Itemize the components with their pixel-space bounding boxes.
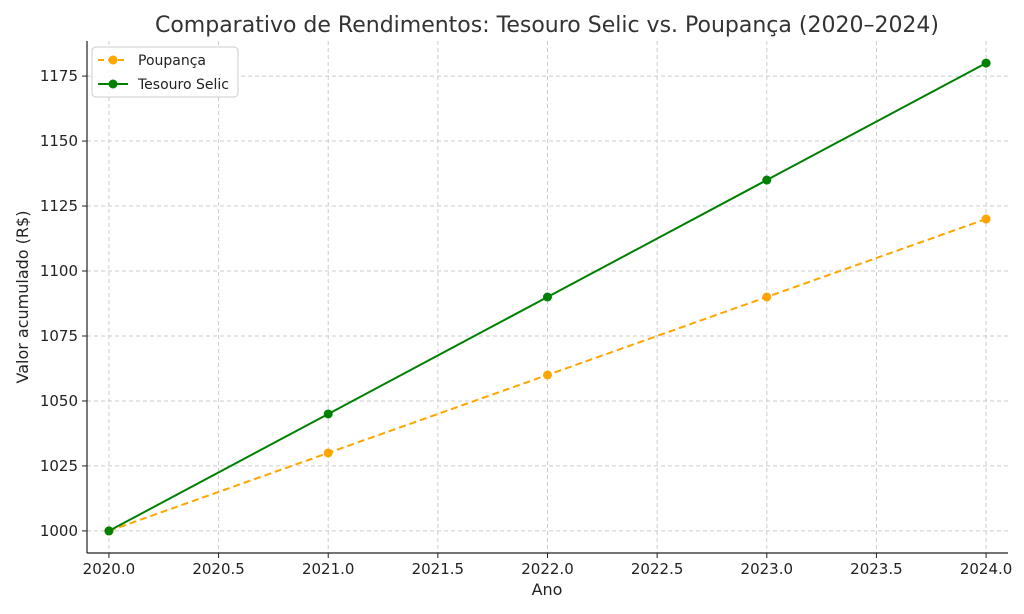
series-tesouro-selic [104, 58, 991, 536]
x-axis-ticks: 2020.0 2020.5 2021.0 2021.5 2022.0 2022.5 2023… [83, 553, 1013, 578]
y-tick-label: 1000 [40, 522, 78, 540]
y-tick-label: 1125 [40, 197, 78, 215]
data-point-tesouro-selic [104, 526, 114, 536]
x-tick-label: 2021.5 [412, 560, 465, 578]
legend-box [91, 46, 239, 98]
data-point-poupan-a [543, 370, 552, 380]
data-point-tesouro-selic [323, 409, 333, 419]
y-axis-ticks: 1000 1025 1050 1075 1100 1125 1150 1175 [40, 67, 87, 540]
y-tick-label: 1150 [40, 132, 78, 150]
legend-marker-tesouro-selic [108, 79, 118, 89]
legend: Poupança Tesouro Selic [91, 46, 239, 98]
x-tick-label: 2022.5 [631, 560, 684, 578]
x-tick-label: 2020.5 [192, 560, 245, 578]
x-tick-label: 2024.0 [960, 560, 1013, 578]
y-tick-label: 1175 [40, 67, 78, 85]
y-tick-label: 1100 [40, 262, 78, 280]
data-point-tesouro-selic [762, 175, 772, 185]
y-tick-label: 1025 [40, 457, 78, 475]
legend-label-poupan-a: Poupança [138, 53, 206, 69]
data-point-poupan-a [323, 448, 333, 458]
legend-marker-poupan-a [108, 55, 118, 65]
x-tick-label: 2020.0 [83, 560, 136, 578]
legend-entry-poupan-a: Poupança [98, 53, 206, 69]
x-tick-label: 2022.0 [521, 560, 574, 578]
series-poupan-a [104, 214, 991, 536]
data-point-tesouro-selic [543, 292, 552, 302]
y-axis-label: Valor acumulado (R$) [13, 211, 32, 384]
data-point-poupan-a [762, 292, 772, 302]
x-tick-label: 2023.5 [850, 560, 903, 578]
x-tick-label: 2021.0 [302, 560, 355, 578]
legend-label-tesouro-selic: Tesouro Selic [137, 77, 229, 93]
y-tick-label: 1050 [40, 392, 78, 410]
data-point-poupan-a [981, 214, 991, 224]
chart-title: Comparativo de Rendimentos: Tesouro Seli… [155, 13, 939, 38]
data-point-tesouro-selic [981, 58, 991, 68]
y-tick-label: 1075 [40, 327, 78, 345]
x-tick-label: 2023.0 [741, 560, 794, 578]
series-layer [104, 58, 991, 536]
legend-entry-tesouro-selic: Tesouro Selic [98, 77, 229, 93]
x-axis-label: Ano [532, 580, 563, 599]
